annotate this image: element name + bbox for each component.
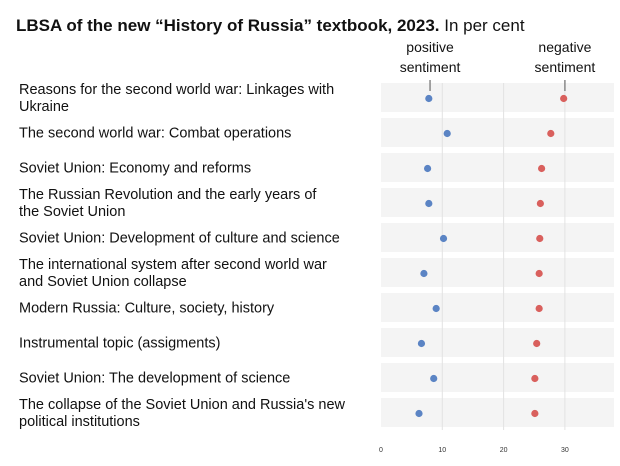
category-label: The collapse of the Soviet Union and Rus… [19,397,346,430]
positive-dot [420,269,428,278]
category-label: The international system after second wo… [19,257,327,290]
positive-dot [423,164,432,173]
category-label: Soviet Union: Economy and reforms [19,161,251,177]
category-label: The Russian Revolution and the early yea… [19,187,317,220]
positive-dot [432,304,440,313]
positive-dot [417,339,426,348]
row-band [381,363,614,392]
negative-dot [536,199,544,208]
row-band [381,118,614,147]
x-tick-label: 30 [561,447,569,454]
series-annotation: positive sentiment [400,39,461,75]
chart-title-bold: LBSA of the new “History of Russia” text… [16,16,440,35]
negative-dot [560,94,568,103]
negative-dot [531,374,539,383]
negative-dot [535,304,543,313]
negative-dot [531,409,539,418]
row-band [381,153,614,182]
negative-dot [533,339,541,348]
category-label: Soviet Union: Development of culture and… [19,231,340,247]
negative-dot [536,234,544,243]
chart-title-unit: In per cent [439,16,525,35]
row-band [381,188,614,217]
x-tick-label: 10 [438,447,446,454]
category-label: Soviet Union: The development of science [19,371,290,387]
category-label: Reasons for the second world war: Linkag… [19,82,334,115]
row-band [381,293,614,322]
positive-dot [443,129,451,138]
category-label: Instrumental topic (assigments) [19,336,220,352]
x-tick-label: 0 [379,447,383,454]
negative-dot [547,129,555,138]
row-band [381,328,614,357]
positive-dot [439,234,448,243]
positive-dot [430,374,438,383]
x-tick-label: 20 [500,447,508,454]
row-band [381,83,614,112]
row-band [381,258,614,287]
positive-dot [425,94,433,103]
positive-dot [425,199,433,208]
negative-dot [535,269,543,278]
row-band [381,223,614,252]
category-label: Modern Russia: Culture, society, history [19,301,275,317]
chart-title: LBSA of the new “History of Russia” text… [16,16,525,36]
category-label: The second world war: Combat operations [19,126,291,142]
negative-dot [538,164,546,173]
series-annotation: negative sentiment [535,39,596,75]
positive-dot [415,409,423,418]
